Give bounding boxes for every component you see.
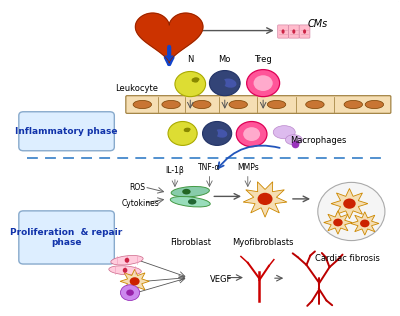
Text: Fibroblast: Fibroblast — [170, 238, 211, 247]
Ellipse shape — [360, 220, 370, 227]
Polygon shape — [350, 212, 379, 235]
Text: Leukocyte: Leukocyte — [115, 84, 158, 93]
Ellipse shape — [184, 128, 190, 132]
Circle shape — [243, 127, 260, 141]
Ellipse shape — [184, 128, 190, 132]
Text: N: N — [187, 55, 194, 64]
FancyBboxPatch shape — [299, 25, 310, 38]
Ellipse shape — [188, 199, 196, 204]
Text: TNF-α: TNF-α — [198, 163, 221, 172]
Ellipse shape — [162, 100, 180, 109]
Ellipse shape — [123, 268, 127, 273]
Text: CMs: CMs — [307, 19, 328, 29]
Polygon shape — [120, 269, 149, 293]
Ellipse shape — [211, 129, 218, 137]
Ellipse shape — [282, 29, 285, 34]
Circle shape — [168, 122, 197, 145]
Text: Macrophages: Macrophages — [290, 136, 346, 145]
Ellipse shape — [229, 100, 248, 109]
Polygon shape — [324, 211, 352, 234]
Circle shape — [202, 122, 232, 145]
Text: Mo: Mo — [218, 55, 231, 64]
Ellipse shape — [344, 100, 362, 109]
Ellipse shape — [125, 258, 129, 263]
Ellipse shape — [222, 78, 236, 88]
Ellipse shape — [214, 129, 227, 138]
Ellipse shape — [192, 78, 198, 82]
Ellipse shape — [218, 78, 226, 87]
Text: ROS: ROS — [129, 183, 145, 192]
Ellipse shape — [184, 128, 191, 131]
FancyBboxPatch shape — [278, 25, 288, 38]
FancyBboxPatch shape — [126, 96, 391, 113]
Circle shape — [210, 70, 240, 96]
Ellipse shape — [109, 266, 141, 275]
Ellipse shape — [365, 100, 384, 109]
FancyBboxPatch shape — [288, 25, 299, 38]
Ellipse shape — [343, 198, 356, 209]
Circle shape — [120, 285, 140, 301]
Ellipse shape — [182, 189, 191, 194]
Ellipse shape — [333, 219, 343, 226]
Polygon shape — [136, 13, 203, 63]
Ellipse shape — [130, 277, 140, 285]
FancyBboxPatch shape — [19, 211, 114, 264]
Circle shape — [175, 71, 206, 97]
Ellipse shape — [170, 197, 210, 207]
Ellipse shape — [267, 100, 286, 109]
Text: Proliferation  & repair
phase: Proliferation & repair phase — [10, 228, 123, 247]
Circle shape — [247, 70, 280, 97]
Ellipse shape — [292, 29, 295, 34]
Polygon shape — [243, 182, 287, 217]
Text: Cytokines: Cytokines — [121, 199, 159, 208]
Circle shape — [126, 289, 134, 296]
Text: Treg: Treg — [254, 55, 272, 64]
Polygon shape — [331, 189, 368, 219]
Text: Inflammatory phase: Inflammatory phase — [15, 127, 118, 136]
Circle shape — [236, 122, 267, 147]
Ellipse shape — [192, 100, 211, 109]
Ellipse shape — [303, 29, 306, 34]
Ellipse shape — [171, 186, 209, 197]
Ellipse shape — [192, 78, 198, 82]
Ellipse shape — [111, 256, 143, 265]
Text: MMPs: MMPs — [237, 163, 259, 172]
Ellipse shape — [258, 193, 272, 205]
Text: IL-1β: IL-1β — [166, 166, 184, 175]
Ellipse shape — [306, 100, 324, 109]
Text: Myofibroblasts: Myofibroblasts — [232, 238, 294, 247]
Circle shape — [254, 75, 273, 91]
FancyBboxPatch shape — [19, 112, 114, 151]
Ellipse shape — [192, 77, 200, 82]
Ellipse shape — [285, 135, 302, 145]
Text: VEGF: VEGF — [210, 275, 232, 284]
Ellipse shape — [133, 100, 152, 109]
Text: Cardiac fibrosis: Cardiac fibrosis — [315, 254, 380, 263]
FancyBboxPatch shape — [12, 0, 400, 316]
Ellipse shape — [273, 126, 295, 139]
Ellipse shape — [318, 182, 385, 240]
